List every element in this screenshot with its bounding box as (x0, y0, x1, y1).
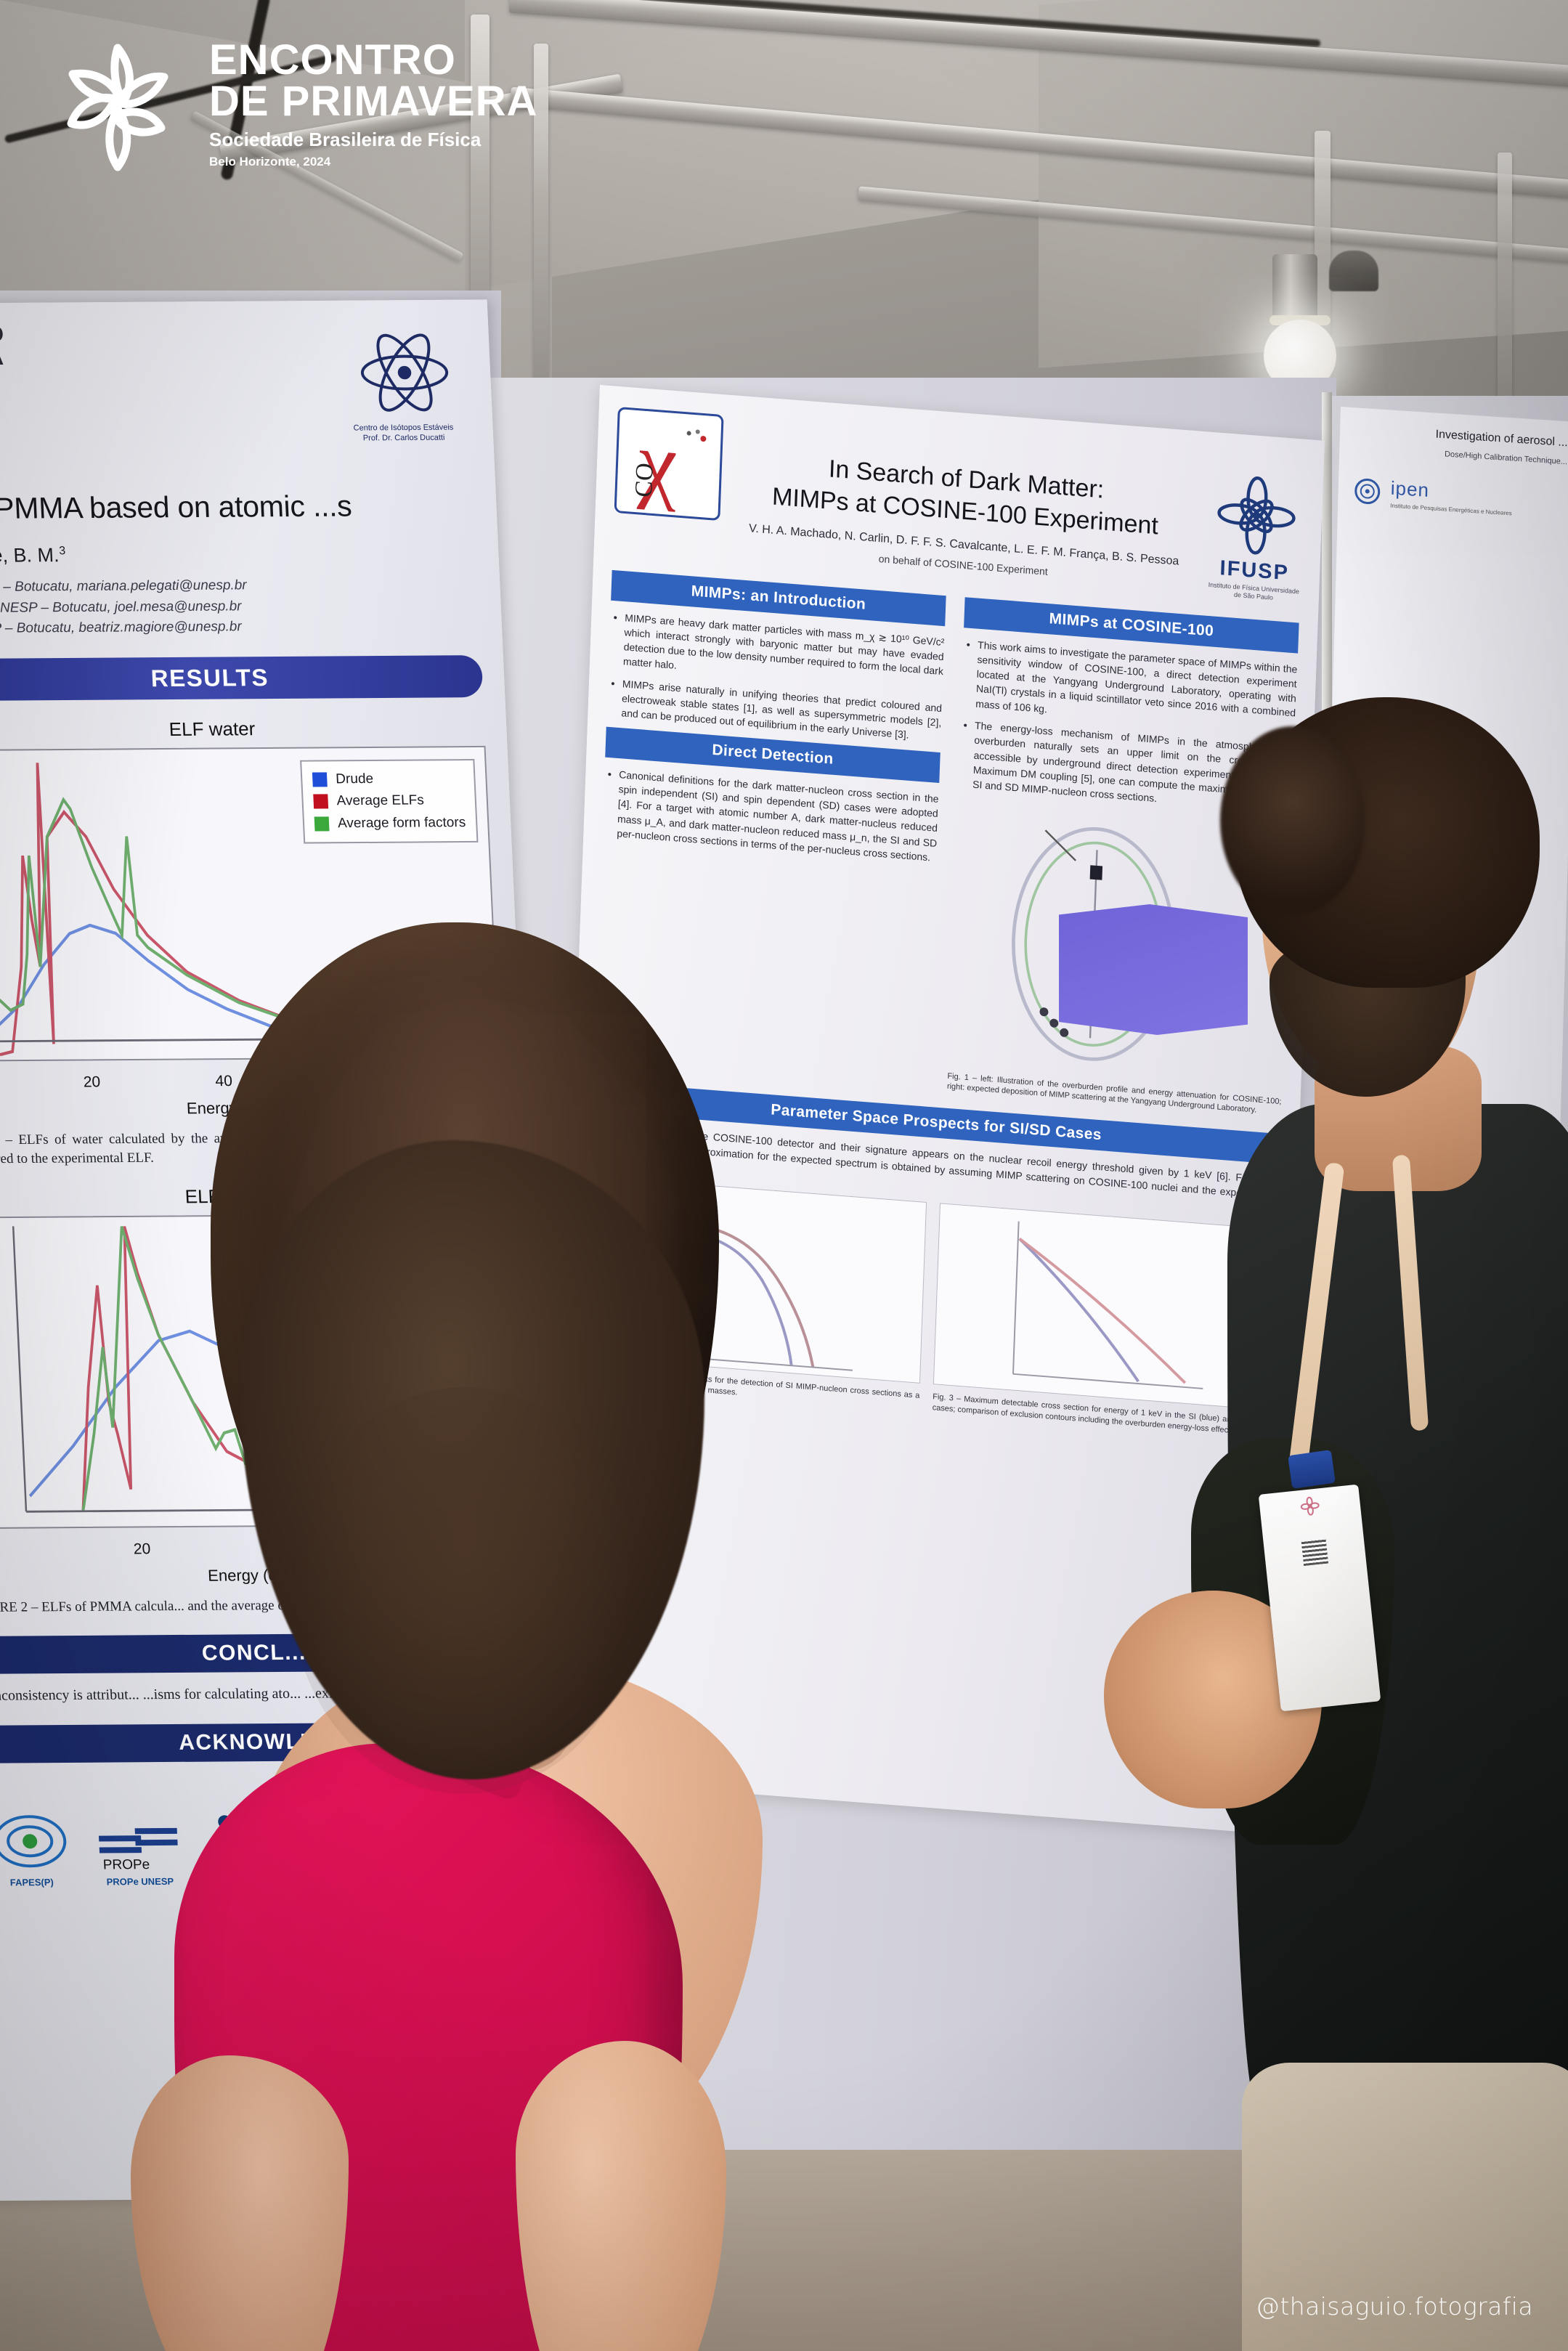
poster-left-title: ...nd PMMA based on atomic ...s (0, 489, 353, 525)
event-brand-overlay: ENCONTRO DE PRIMAVERA Sociedade Brasilei… (45, 32, 537, 177)
chart-title-elf-water: ELF water (168, 718, 256, 740)
author-sup: 3 (58, 545, 66, 558)
atom-orbit-icon (354, 325, 455, 421)
photographer-watermark: @thaisaguio.fotografia (1256, 2292, 1533, 2320)
authors-text: ...agiore, B. M. (0, 544, 60, 567)
legend-swatch-drude (312, 772, 328, 787)
badge-qr-code-icon (1301, 1538, 1329, 1567)
bullet-list-direct-detection: Canonical definitions for the dark matte… (602, 766, 939, 865)
x-tick: 20 (83, 1073, 101, 1091)
poster-center-header: χ CO In Search of Dark Matter: MIMPs at … (613, 406, 1305, 604)
legend-item: Average form factors (314, 812, 466, 835)
brand-line-1: ENCONTRO (209, 36, 456, 84)
ipen-logo: ipen Instituto de Pesquisas Energéticas … (1349, 473, 1567, 521)
attendee-man (1104, 697, 1568, 2351)
brand-line-2: DE PRIMAVERA (209, 78, 538, 126)
org-logo-caption: Centro de Isótopos Estáveis Prof. Dr. Ca… (327, 423, 480, 444)
flower-outline-icon (45, 32, 190, 177)
bullet-list-mimps-intro: MIMPs are heavy dark matter particles wi… (606, 609, 945, 744)
brand-society: Sociedade Brasileira de Física (209, 129, 482, 151)
x-tick: 20 (133, 1540, 151, 1558)
ifusp-star-icon (1214, 472, 1299, 560)
hair-layer (291, 1387, 639, 1794)
poster-center-titlewrap: In Search of Dark Matter: MIMPs at COSIN… (735, 416, 1197, 589)
legend-label: Average ELFs (336, 792, 425, 809)
left-arm (131, 2055, 349, 2351)
logo-fapesp: FAPES(P) (0, 1800, 72, 1888)
logo-prope: PROPe PROPe UNESP (93, 1800, 184, 1888)
ipen-atom-icon (1349, 473, 1385, 510)
poster-left-authors: ...agiore, B. M.3 (0, 542, 477, 568)
ifusp-logo: IFUSP Instituto de Física Universidade d… (1207, 452, 1305, 604)
lanyard-clip (1288, 1450, 1336, 1489)
co-glyph: CO (630, 461, 659, 499)
legend-swatch-average-elfs (313, 794, 329, 809)
legend-item: Drude (312, 768, 465, 791)
logo-label: PROPe UNESP (106, 1875, 174, 1888)
org-caption-line2: Prof. Dr. Carlos Ducatti (362, 433, 445, 443)
section-header-results: RESULTS (0, 654, 484, 702)
poster-left-affiliations: ..., UNESP – Botucatu, mariana.pelegati@… (0, 574, 481, 641)
badge-flower-icon (1299, 1495, 1320, 1516)
plot-max-cross-section (933, 1203, 1277, 1411)
hair-curl (1220, 726, 1365, 915)
org-caption-line1: Centro de Isótopos Estáveis (353, 423, 454, 433)
logo-label: FAPES(P) (9, 1876, 54, 1888)
purple-highlight-graphic (1059, 904, 1248, 1035)
right-arm (516, 2041, 726, 2351)
affiliation-line: ..., UNESP – Botucatu, beatriz.magiore@u… (0, 619, 243, 637)
truss-post (1498, 153, 1512, 429)
legend-swatch-average-form-factors (314, 816, 330, 832)
legend-item: Average ELFs (313, 789, 466, 813)
cosine-chi-logo-icon: χ CO (614, 406, 724, 521)
attendee-woman (131, 922, 806, 2351)
bullet-item: Canonical definitions for the dark matte… (617, 767, 939, 865)
ipen-wordmark: ipen (1390, 476, 1430, 502)
poster-right-aerosol[interactable]: Investigation of aerosol ... Dose/High C… (1309, 407, 1568, 1555)
legend-label: Average form factors (337, 814, 466, 831)
ceiling-speaker (1329, 251, 1378, 291)
khaki-pants (1242, 2063, 1568, 2351)
event-brand-text: ENCONTRO DE PRIMAVERA Sociedade Brasilei… (209, 36, 538, 170)
conference-badge (1258, 1484, 1381, 1712)
chart-legend-elf-water: Drude Average ELFs Average form factors (300, 758, 479, 844)
lamp-stem (1272, 254, 1317, 327)
truss-post (534, 44, 548, 421)
logo-dots-icon (682, 427, 709, 459)
legend-label: Drude (335, 771, 374, 787)
brand-location: Belo Horizonte, 2024 (209, 155, 331, 169)
svg-text:PROPe: PROPe (102, 1857, 150, 1872)
